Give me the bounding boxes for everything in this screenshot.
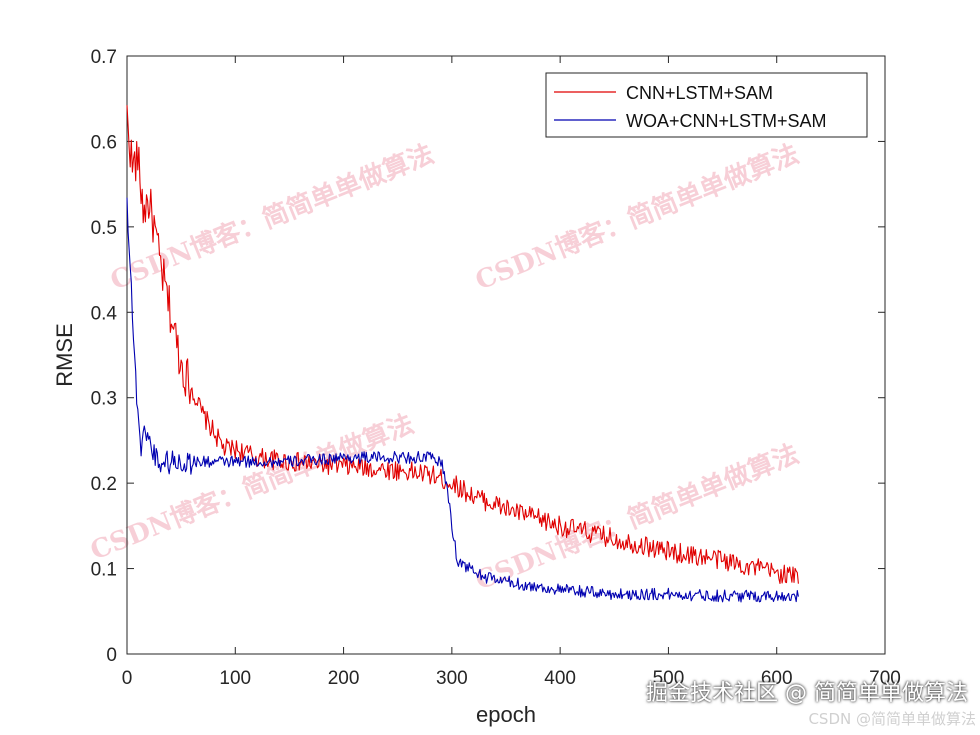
corner-watermark-sub: CSDN @简简单单做算法 <box>808 710 976 728</box>
x-axis-title: epoch <box>476 702 536 727</box>
legend-label-1: WOA+CNN+LSTM+SAM <box>626 111 827 131</box>
series-line-1 <box>126 197 799 603</box>
y-tick-label: 0.4 <box>91 303 118 324</box>
overlay-watermark-0: CSDN博客：简简单单做算法 <box>106 138 438 296</box>
legend-box <box>545 72 868 138</box>
overlay-watermark-3: CSDN博客：简简单单做算法 <box>471 438 803 596</box>
x-tick-label: 100 <box>219 668 251 689</box>
x-tick-label: 700 <box>869 668 901 689</box>
y-tick-label: 0.5 <box>91 218 117 239</box>
plot-area-frame <box>126 55 886 655</box>
y-tick-label: 0.2 <box>91 474 117 495</box>
series-line-0 <box>126 105 799 585</box>
y-tick-label: 0.1 <box>91 560 117 581</box>
watermark-layer: CSDN博客：简简单单做算法 CSDN博客：简简单单做算法CSDN博客：简简单单做… <box>86 138 803 596</box>
y-tick-label: 0.3 <box>91 389 117 410</box>
overlay-watermark-1: CSDN博客：简简单单做算法 <box>471 138 803 296</box>
x-tick-label: 500 <box>653 668 685 689</box>
series-layer <box>126 105 799 603</box>
chart-axes <box>126 55 886 655</box>
x-tick-label: 200 <box>328 668 360 689</box>
y-tick-label: 0.7 <box>91 47 117 68</box>
overlay-watermark-2: CSDN博客：简简单单做算法 <box>86 408 418 566</box>
y-axis-ticks: 0 0.1 0.2 0.3 0.4 0.5 0.6 0.7 <box>91 47 885 666</box>
y-tick-label: 0.6 <box>91 132 117 153</box>
x-tick-label: 600 <box>761 668 793 689</box>
x-tick-label: 300 <box>436 668 468 689</box>
x-axis-ticks: 0 100 200 300 400 500 600 700 <box>122 56 901 689</box>
corner-watermark: 掘金技术社区 @ 简简单单做算法 <box>646 681 968 706</box>
legend: CNN+LSTM+SAM WOA+CNN+LSTM+SAM <box>545 72 868 138</box>
x-tick-label: 0 <box>122 668 133 689</box>
x-tick-label: 400 <box>544 668 576 689</box>
y-tick-label: 0 <box>106 645 117 666</box>
legend-label-0: CNN+LSTM+SAM <box>626 83 773 103</box>
y-axis-title: RMSE <box>52 323 77 387</box>
